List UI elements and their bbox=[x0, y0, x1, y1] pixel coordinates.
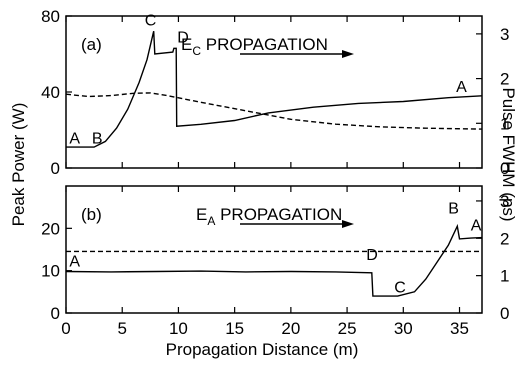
x-tick-label: 5 bbox=[117, 319, 126, 338]
point-label-c: C bbox=[394, 280, 406, 297]
point-label-c: C bbox=[145, 13, 157, 30]
direction-arrowhead-a bbox=[342, 50, 354, 58]
x-tick-label: 20 bbox=[281, 319, 300, 338]
point-label-d: D bbox=[177, 30, 189, 47]
point-label-b: B bbox=[448, 201, 459, 218]
x-tick-label: 10 bbox=[169, 319, 188, 338]
y-left-tick-label: 40 bbox=[41, 83, 60, 102]
point-label-b: B bbox=[92, 130, 103, 147]
x-tick-label: 0 bbox=[61, 319, 70, 338]
x-tick-label: 15 bbox=[225, 319, 244, 338]
y-right-tick-label: 3 bbox=[500, 192, 509, 211]
point-label-d: D bbox=[366, 247, 378, 264]
point-label-a: A bbox=[69, 130, 80, 147]
series-line-a-power bbox=[66, 31, 483, 148]
x-tick-label: 35 bbox=[450, 319, 469, 338]
x-axis-label: Propagation Distance (m) bbox=[166, 340, 359, 359]
y-right-tick-label: 0 bbox=[500, 159, 509, 178]
y-right-tick-label: 1 bbox=[500, 114, 509, 133]
y-right-tick-label: 3 bbox=[500, 25, 509, 44]
series-line-a-fwhm bbox=[65, 92, 483, 130]
point-label-a: A bbox=[471, 217, 482, 234]
panel-label-b: (b) bbox=[81, 205, 102, 224]
y-left-axis-label: Peak Power (W) bbox=[9, 103, 28, 227]
y-right-tick-label: 2 bbox=[500, 70, 509, 89]
series-line-b-power bbox=[65, 223, 483, 297]
y-left-tick-label: 10 bbox=[41, 262, 60, 281]
y-right-axis-label: Pulse FWHM (ps) bbox=[499, 87, 518, 221]
plot-frame-b bbox=[65, 185, 483, 314]
x-tick-label: 30 bbox=[394, 319, 413, 338]
y-right-tick-label: 2 bbox=[500, 229, 509, 248]
y-left-tick-label: 20 bbox=[41, 219, 60, 238]
y-left-tick-label: 0 bbox=[51, 304, 60, 323]
direction-arrowhead-b bbox=[342, 220, 354, 228]
propagation-title-a: EC PROPAGATION bbox=[181, 35, 328, 58]
y-left-tick-label: 0 bbox=[51, 159, 60, 178]
panel-label-a: (a) bbox=[81, 35, 102, 54]
point-label-a: A bbox=[456, 79, 467, 96]
propagation-title-b: EA PROPAGATION bbox=[196, 205, 342, 228]
point-label-a: A bbox=[69, 253, 80, 270]
x-tick-label: 25 bbox=[338, 319, 357, 338]
y-right-tick-label: 1 bbox=[500, 267, 509, 286]
y-right-tick-label: 0 bbox=[500, 304, 509, 323]
y-left-tick-label: 80 bbox=[41, 7, 60, 26]
